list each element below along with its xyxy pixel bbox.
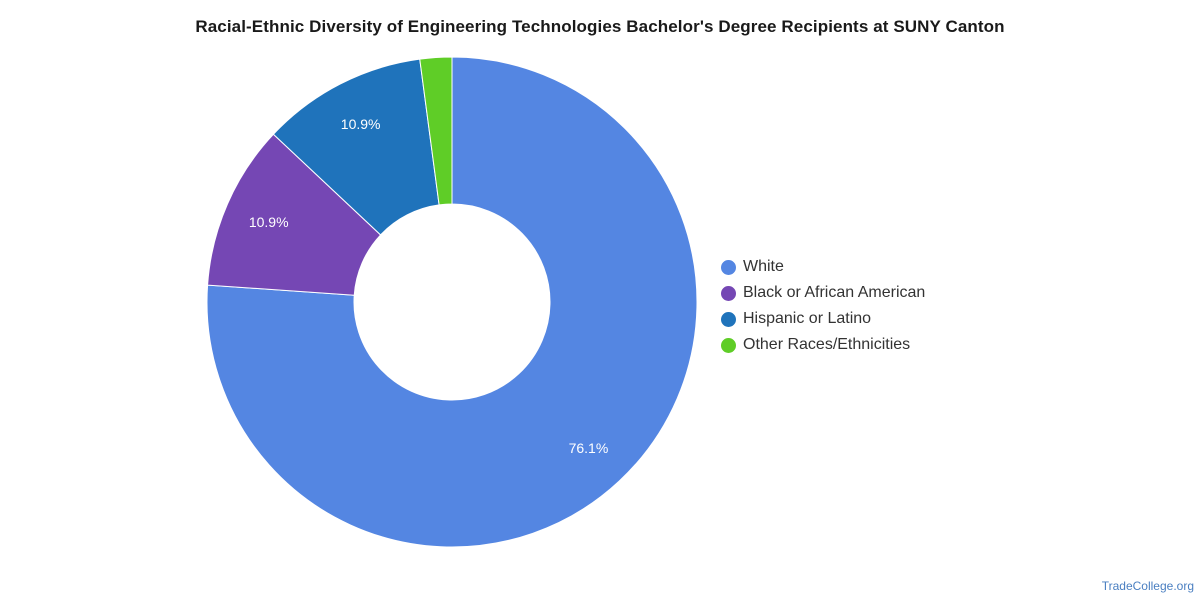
legend-item-hispanic-or-latino[interactable]: Hispanic or Latino [721, 306, 925, 332]
chart-title: Racial-Ethnic Diversity of Engineering T… [195, 17, 1005, 36]
legend-label: Black or African American [743, 284, 926, 301]
legend-swatch-icon [721, 259, 736, 275]
legend-swatch-icon [721, 337, 736, 353]
slice-label-black-or-african-american: 10.9% [249, 214, 289, 230]
slice-other-races-ethnicities[interactable] [419, 56, 453, 206]
legend-label: Other Races/Ethnicities [743, 336, 911, 353]
footer-credit[interactable]: TradeCollege.org [1101, 579, 1194, 593]
legend-item-black-or-african-american[interactable]: Black or African American [721, 280, 925, 306]
chart-legend: White Black or African American Hispanic o… [721, 254, 925, 358]
labels-group: 76.1% 10.9% 10.9% [249, 116, 608, 456]
slice-label-hispanic-or-latino: 10.9% [341, 116, 381, 132]
legend-swatch-icon [721, 285, 736, 301]
legend-label: White [743, 258, 784, 275]
legend-swatch-icon [721, 311, 736, 327]
legend-item-other-races-ethnicities[interactable]: Other Races/Ethnicities [721, 332, 925, 358]
slices-group [206, 56, 698, 548]
slice-label-white: 76.1% [569, 440, 609, 456]
slice-white[interactable] [206, 56, 698, 548]
legend-label: Hispanic or Latino [743, 310, 872, 327]
legend-item-white[interactable]: White [721, 254, 925, 280]
